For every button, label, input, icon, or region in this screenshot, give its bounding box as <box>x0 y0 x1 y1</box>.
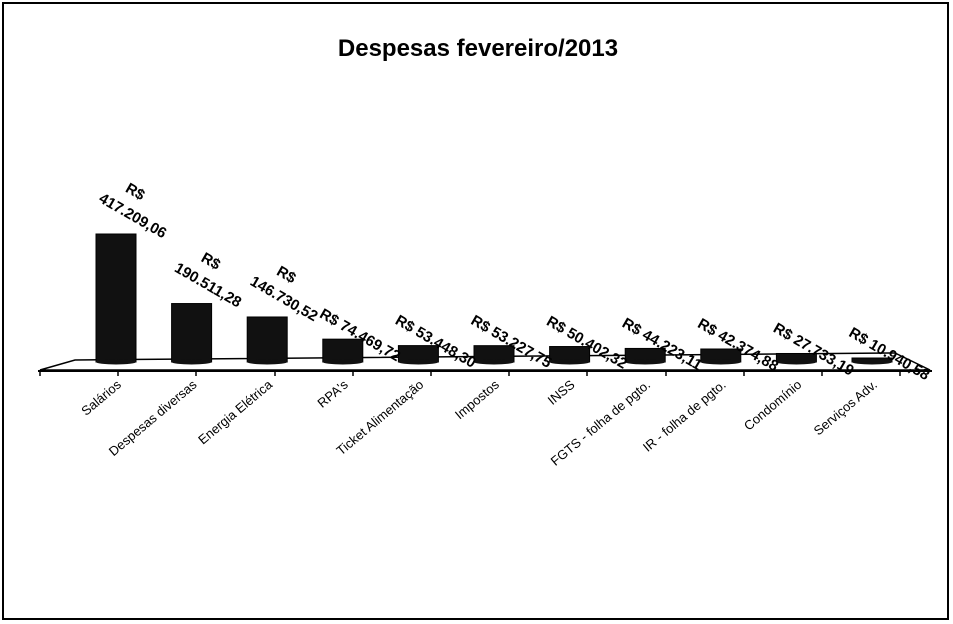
bar-base <box>171 359 212 365</box>
category-label: Salários <box>78 376 124 418</box>
bar-base <box>549 359 590 365</box>
data-label-currency: R$ <box>122 180 148 205</box>
category-label: Serviços Adv. <box>811 377 880 438</box>
category-label: IR - folha de pgto. <box>640 377 729 455</box>
bar-base <box>398 359 439 365</box>
bar <box>95 233 137 363</box>
bars-group <box>95 233 893 365</box>
data-labels-group: R$417.209,06R$190.511,28 R$146.730,52R$ 7… <box>96 180 933 384</box>
bar <box>246 316 288 363</box>
bar-base <box>852 359 892 365</box>
category-label: Condomínio <box>741 377 804 434</box>
data-label: R$190.511,28 <box>171 249 244 311</box>
data-label: R$417.209,06 <box>96 180 170 242</box>
category-label: Impostos <box>452 376 502 422</box>
bar <box>171 303 213 363</box>
bar-base <box>776 359 817 365</box>
bar-base <box>625 359 666 365</box>
bar-base <box>247 359 288 365</box>
data-label-currency: R$ <box>198 249 224 274</box>
bar-base <box>96 359 136 365</box>
bar-base <box>474 359 514 365</box>
category-label: INSS <box>545 377 578 408</box>
bar-base <box>700 359 741 365</box>
category-label: Energia Elétrica <box>195 376 276 447</box>
chart-title: Despesas fevereiro/2013 <box>338 35 618 62</box>
category-label: RPA's <box>314 376 351 410</box>
bar-base <box>322 359 363 365</box>
data-label-currency: R$ <box>274 263 300 288</box>
